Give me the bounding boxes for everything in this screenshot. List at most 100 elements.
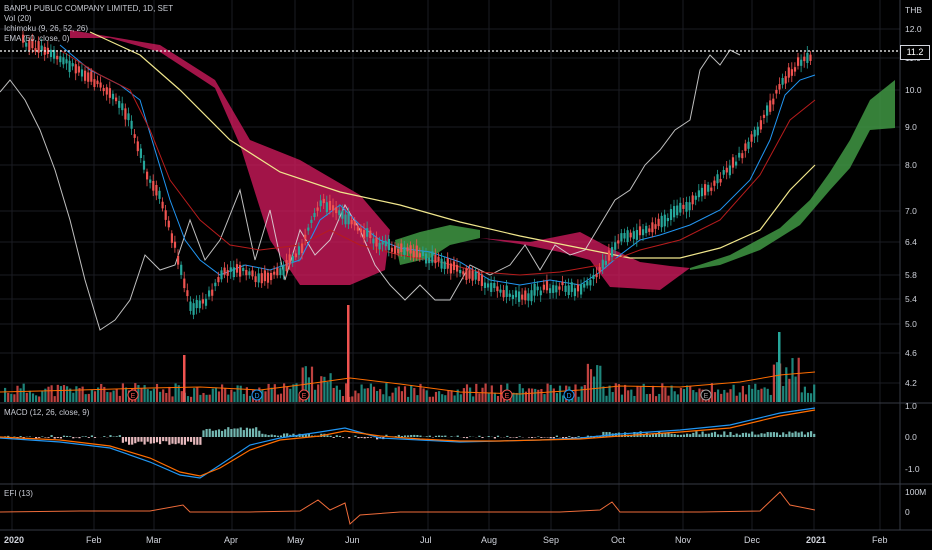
event-marker bbox=[563, 389, 575, 401]
macd-histogram-bar bbox=[270, 434, 273, 437]
ema-legend[interactable]: EMA (50, close, 0) bbox=[4, 34, 70, 43]
volume-legend[interactable]: Vol (20) bbox=[4, 14, 32, 23]
volume-bar bbox=[645, 394, 648, 402]
volume-bar bbox=[276, 394, 279, 402]
candle-body bbox=[428, 257, 431, 264]
macd-histogram-bar bbox=[146, 437, 149, 442]
volume-bar bbox=[540, 388, 543, 402]
efi-legend[interactable]: EFI (13) bbox=[4, 489, 33, 498]
volume-bar bbox=[456, 389, 459, 402]
volume-bar bbox=[283, 383, 286, 402]
macd-histogram-bar bbox=[121, 437, 124, 443]
volume-bar bbox=[62, 385, 66, 402]
candle-body bbox=[635, 229, 638, 240]
candle-body bbox=[524, 290, 527, 301]
candle-body bbox=[90, 71, 93, 82]
volume-bar bbox=[487, 393, 490, 402]
candle-body bbox=[685, 202, 688, 212]
candle-body bbox=[762, 114, 766, 118]
candle-body bbox=[611, 247, 614, 257]
candle-body bbox=[99, 82, 102, 88]
volume-bar bbox=[109, 392, 112, 402]
volume-bar bbox=[813, 384, 816, 402]
candle-body bbox=[350, 219, 353, 225]
candle-body bbox=[40, 45, 43, 52]
macd-histogram-bar bbox=[264, 434, 267, 437]
volume-bar bbox=[382, 394, 385, 402]
macd-legend[interactable]: MACD (12, 26, close, 9) bbox=[4, 408, 90, 417]
candle-body bbox=[614, 242, 617, 250]
volume-bar bbox=[295, 383, 298, 402]
time-tick: Apr bbox=[224, 535, 239, 545]
candle-body bbox=[105, 87, 108, 95]
volume-bar bbox=[310, 366, 314, 402]
volume-bar bbox=[376, 391, 379, 402]
macd-histogram-bar bbox=[165, 437, 168, 442]
volume-bar bbox=[397, 386, 400, 402]
volume-bar bbox=[93, 391, 97, 402]
macd-histogram-bar bbox=[754, 434, 757, 437]
macd-histogram-bar bbox=[450, 436, 453, 437]
volume-bar bbox=[388, 396, 391, 402]
volume-bar bbox=[196, 386, 199, 402]
candle-body bbox=[719, 178, 722, 183]
candle-body bbox=[465, 268, 468, 280]
candle-body bbox=[127, 113, 130, 121]
volume-bar bbox=[465, 384, 469, 402]
macd-histogram-bar bbox=[726, 434, 729, 437]
lagging-span bbox=[0, 49, 741, 331]
candle-body bbox=[459, 269, 462, 274]
volume-bar bbox=[193, 388, 196, 402]
candle-body bbox=[341, 210, 344, 219]
volume-bar bbox=[190, 396, 193, 402]
volume-bar bbox=[264, 391, 267, 402]
macd-histogram-bar bbox=[273, 435, 276, 437]
macd-histogram-bar bbox=[403, 435, 407, 437]
macd-histogram-bar bbox=[586, 435, 589, 437]
event-marker-label: E bbox=[131, 393, 136, 400]
volume-bar bbox=[469, 387, 472, 402]
candle-body bbox=[443, 261, 446, 270]
volume-bar bbox=[221, 384, 224, 402]
volume-bar bbox=[314, 389, 317, 402]
candle-body bbox=[310, 219, 313, 223]
macd-histogram-bar bbox=[338, 435, 341, 437]
macd-histogram-bar bbox=[692, 432, 695, 437]
candle-body bbox=[211, 289, 214, 296]
macd-histogram-bar bbox=[738, 434, 741, 437]
macd-histogram-bar bbox=[462, 437, 465, 438]
event-marker-label: E bbox=[302, 393, 307, 400]
macd-histogram-bar bbox=[732, 434, 735, 437]
macd-histogram-bar bbox=[658, 431, 661, 437]
macd-histogram-bar bbox=[301, 433, 304, 437]
macd-histogram-bar bbox=[670, 433, 673, 437]
macd-histogram-bar bbox=[682, 434, 686, 437]
volume-bar bbox=[661, 383, 664, 402]
volume-bar bbox=[326, 381, 329, 402]
candle-body bbox=[502, 290, 505, 298]
candle-body bbox=[288, 254, 291, 265]
macd-histogram-bar bbox=[124, 437, 128, 442]
macd-histogram-bar bbox=[211, 430, 214, 437]
volume-bar bbox=[741, 385, 744, 402]
candle-body bbox=[576, 284, 580, 292]
candle-body bbox=[152, 181, 155, 191]
volume-bar bbox=[267, 383, 270, 402]
efi-tick: 0 bbox=[905, 507, 910, 517]
macd-histogram-bar bbox=[84, 436, 87, 437]
volume-bar bbox=[543, 394, 546, 402]
volume-bar bbox=[38, 396, 41, 402]
candle-body bbox=[669, 209, 673, 221]
candle-body bbox=[390, 247, 394, 252]
macd-histogram-bar bbox=[562, 437, 565, 439]
candle-body bbox=[394, 245, 397, 254]
event-marker bbox=[700, 389, 712, 401]
volume-bar bbox=[59, 386, 62, 402]
candle-body bbox=[617, 240, 620, 244]
volume-ma-line bbox=[0, 371, 816, 395]
candle-body bbox=[254, 276, 257, 283]
candle-body bbox=[136, 141, 139, 152]
candle-body bbox=[285, 260, 288, 272]
ichimoku-legend[interactable]: Ichimoku (9, 26, 52, 26) bbox=[4, 24, 89, 33]
